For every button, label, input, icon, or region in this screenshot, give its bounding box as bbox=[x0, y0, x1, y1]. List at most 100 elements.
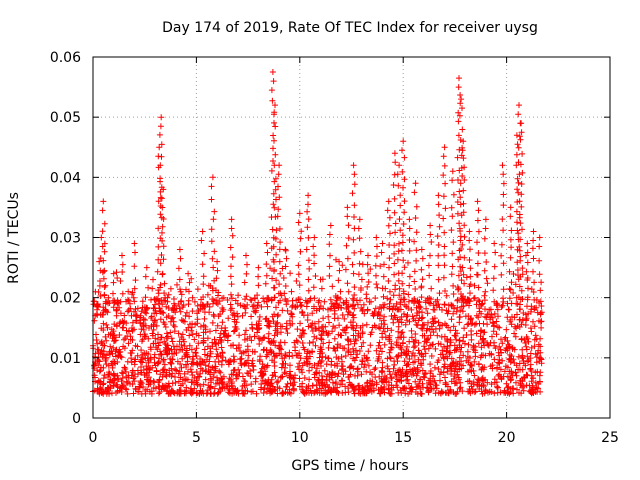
data-point bbox=[138, 347, 145, 354]
data-point bbox=[374, 284, 381, 291]
data-point bbox=[421, 321, 428, 328]
data-point bbox=[397, 306, 404, 313]
data-point bbox=[428, 353, 435, 359]
data-point bbox=[208, 183, 215, 190]
data-point bbox=[315, 325, 322, 332]
data-point bbox=[214, 267, 221, 274]
data-point bbox=[244, 301, 251, 308]
data-point bbox=[311, 320, 318, 327]
data-point bbox=[216, 298, 223, 305]
data-point bbox=[169, 356, 176, 363]
data-point bbox=[116, 332, 123, 338]
data-point bbox=[504, 337, 511, 344]
data-point bbox=[194, 302, 201, 309]
data-point bbox=[190, 353, 196, 360]
data-point bbox=[510, 390, 517, 397]
data-point bbox=[478, 388, 485, 395]
data-point bbox=[387, 288, 393, 295]
data-point bbox=[203, 356, 210, 363]
data-point bbox=[483, 314, 490, 321]
data-point bbox=[176, 346, 183, 353]
data-point bbox=[365, 348, 372, 355]
data-point bbox=[167, 285, 174, 292]
data-point bbox=[153, 367, 160, 374]
data-point bbox=[172, 309, 179, 316]
data-point bbox=[333, 379, 339, 386]
data-point bbox=[351, 305, 358, 312]
data-point bbox=[466, 257, 473, 263]
data-point bbox=[200, 335, 207, 342]
data-point bbox=[416, 380, 423, 387]
data-point bbox=[157, 308, 164, 315]
data-point bbox=[296, 375, 303, 382]
data-point bbox=[311, 252, 318, 259]
data-point bbox=[298, 228, 305, 235]
data-point bbox=[290, 385, 297, 392]
data-point bbox=[262, 280, 269, 287]
data-point bbox=[498, 376, 505, 383]
data-point bbox=[406, 237, 413, 243]
data-point bbox=[209, 255, 216, 262]
data-point bbox=[385, 278, 392, 284]
data-point bbox=[461, 177, 468, 183]
data-point bbox=[509, 345, 516, 352]
data-point bbox=[254, 292, 261, 299]
data-point bbox=[95, 349, 102, 356]
data-point bbox=[104, 324, 111, 331]
data-point bbox=[515, 353, 522, 360]
data-point bbox=[216, 368, 223, 375]
data-point bbox=[388, 375, 395, 382]
data-point bbox=[305, 234, 312, 241]
data-point bbox=[326, 263, 333, 270]
data-point bbox=[538, 356, 545, 363]
data-point bbox=[434, 332, 441, 339]
data-point bbox=[517, 273, 524, 280]
data-point bbox=[323, 377, 330, 384]
data-point bbox=[454, 296, 461, 303]
data-point bbox=[138, 356, 145, 363]
data-point bbox=[478, 344, 485, 351]
data-point bbox=[400, 138, 407, 145]
data-point bbox=[130, 294, 137, 301]
data-point bbox=[411, 268, 418, 275]
data-point bbox=[449, 168, 456, 175]
data-point bbox=[256, 318, 263, 325]
data-point bbox=[357, 297, 363, 304]
data-point bbox=[140, 367, 147, 373]
data-point bbox=[322, 354, 329, 361]
data-point bbox=[401, 349, 408, 356]
data-point bbox=[232, 385, 239, 392]
data-point bbox=[441, 243, 448, 250]
data-point bbox=[102, 282, 109, 289]
data-point bbox=[531, 336, 538, 343]
data-point bbox=[207, 328, 213, 335]
data-point bbox=[210, 300, 216, 307]
data-point bbox=[478, 301, 485, 308]
data-point bbox=[158, 195, 165, 202]
data-point bbox=[447, 342, 453, 349]
data-point bbox=[311, 362, 318, 369]
data-point bbox=[466, 298, 473, 305]
data-point bbox=[95, 377, 102, 384]
data-point bbox=[193, 345, 200, 352]
data-point bbox=[188, 346, 195, 353]
data-point bbox=[189, 372, 196, 378]
data-point bbox=[174, 358, 181, 365]
data-point bbox=[318, 285, 325, 292]
data-point bbox=[386, 214, 393, 221]
data-point bbox=[397, 301, 404, 308]
data-point bbox=[297, 235, 304, 242]
data-point bbox=[320, 323, 327, 330]
data-point bbox=[250, 363, 257, 370]
data-point bbox=[214, 258, 221, 265]
data-point bbox=[143, 264, 150, 271]
data-point bbox=[498, 304, 505, 310]
data-point bbox=[228, 281, 235, 288]
data-point bbox=[133, 317, 140, 324]
data-point bbox=[454, 304, 461, 311]
data-point bbox=[177, 255, 184, 262]
data-point bbox=[390, 384, 397, 391]
data-point bbox=[448, 227, 455, 234]
data-point bbox=[179, 331, 186, 338]
data-point bbox=[303, 246, 310, 253]
